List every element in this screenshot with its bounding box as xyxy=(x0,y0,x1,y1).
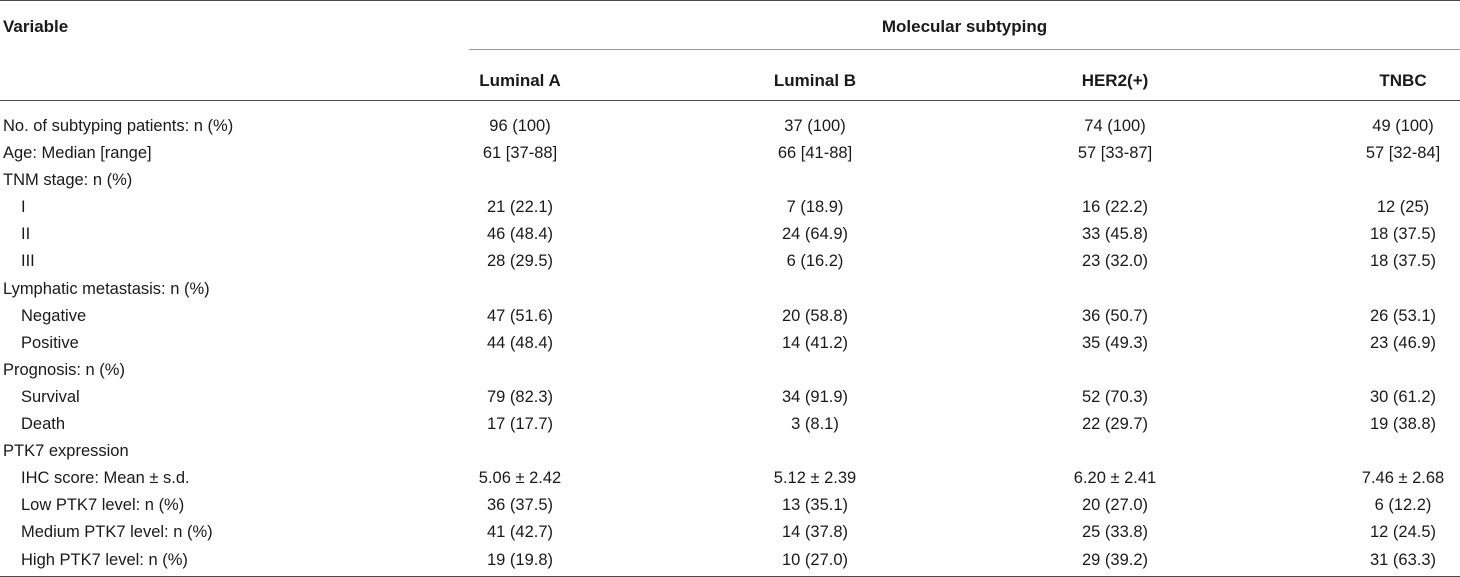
table-row: Death 17 (17.7) 3 (8.1) 22 (29.7) 19 (38.8) xyxy=(0,411,1460,438)
table-row: III 28 (29.5) 6 (16.2) 23 (32.0) 18 (37.5) xyxy=(0,248,1460,275)
row-label: III xyxy=(21,252,35,271)
cell-her2: 29 (39.2) xyxy=(1081,550,1149,569)
row-label: Negative xyxy=(21,306,87,325)
row-label: High PTK7 level: n (%) xyxy=(21,550,188,569)
row-label: Age: Median [range] xyxy=(3,144,152,163)
cell-luminal-a: 61 [37-88] xyxy=(482,144,558,163)
column-header-her2: HER2(+) xyxy=(1081,71,1149,90)
table-row: No. of subtyping patients: n (%) 96 (100)… xyxy=(0,113,1460,140)
cell-luminal-b: 5.12 ± 2.39 xyxy=(773,469,857,488)
table-row: High PTK7 level: n (%) 19 (19.8) 10 (27.0)… xyxy=(0,547,1460,574)
cell-tnbc: 49 (100) xyxy=(1372,117,1434,135)
cell-luminal-b: 6 (16.2) xyxy=(786,252,844,271)
row-label: No. of subtyping patients: n (%) xyxy=(3,117,234,135)
cell-luminal-a: 79 (82.3) xyxy=(486,387,554,406)
table-row: II 46 (48.4) 24 (64.9) 33 (45.8) 18 (37.5) xyxy=(0,221,1460,248)
cell-tnbc: 31 (63.3) xyxy=(1369,550,1437,569)
table-row: Negative 47 (51.6) 20 (58.8) 36 (50.7) 26 (5… xyxy=(0,303,1460,330)
table-row: Prognosis: n (%) xyxy=(0,357,1460,384)
cell-her2: 20 (27.0) xyxy=(1081,496,1149,515)
cell-her2: 25 (33.8) xyxy=(1081,523,1149,542)
header-bottom-rule xyxy=(0,100,1460,101)
cell-tnbc: 18 (37.5) xyxy=(1369,225,1437,244)
table-row: IHC score: Mean ± s.d. 5.06 ± 2.42 5.12 ± … xyxy=(0,465,1460,492)
cell-luminal-a: 96 (100) xyxy=(489,117,551,135)
cell-luminal-a: 36 (37.5) xyxy=(486,496,554,515)
cell-luminal-a: 28 (29.5) xyxy=(486,252,554,271)
table-row: Positive 44 (48.4) 14 (41.2) 35 (49.3) 23 (4… xyxy=(0,330,1460,357)
cell-her2: 35 (49.3) xyxy=(1081,333,1149,352)
cell-luminal-b: 14 (41.2) xyxy=(781,333,849,352)
cell-tnbc: 23 (46.9) xyxy=(1369,333,1437,352)
table-row: PTK7 expression xyxy=(0,438,1460,465)
table-row: Lymphatic metastasis: n (%) xyxy=(0,276,1460,303)
cell-her2: 6.20 ± 2.41 xyxy=(1073,469,1157,488)
cell-her2: 57 [33-87] xyxy=(1077,144,1153,163)
table-body: No. of subtyping patients: n (%) 96 (100)… xyxy=(0,113,1460,574)
cell-luminal-b: 24 (64.9) xyxy=(781,225,849,244)
cell-luminal-b: 34 (91.9) xyxy=(781,387,849,406)
molecular-subtyping-group-header: Molecular subtyping xyxy=(881,17,1048,36)
cell-luminal-b: 37 (100) xyxy=(784,117,846,135)
cell-tnbc: 19 (38.8) xyxy=(1369,415,1437,434)
row-label: I xyxy=(21,198,26,217)
cell-luminal-b: 3 (8.1) xyxy=(791,415,839,434)
table-row: TNM stage: n (%) xyxy=(0,167,1460,194)
row-label: Survival xyxy=(21,387,80,406)
cell-luminal-a: 47 (51.6) xyxy=(486,306,554,325)
cell-luminal-a: 44 (48.4) xyxy=(486,333,554,352)
cell-tnbc: 12 (25) xyxy=(1376,198,1430,217)
cell-tnbc: 12 (24.5) xyxy=(1369,523,1437,542)
cell-tnbc: 26 (53.1) xyxy=(1369,306,1437,325)
group-header-rule xyxy=(469,49,1460,50)
cell-her2: 23 (32.0) xyxy=(1081,252,1149,271)
row-label: IHC score: Mean ± s.d. xyxy=(21,469,190,488)
table-row: I 21 (22.1) 7 (18.9) 16 (22.2) 12 (25) xyxy=(0,194,1460,221)
column-header-tnbc: TNBC xyxy=(1379,71,1427,90)
cell-tnbc: 18 (37.5) xyxy=(1369,252,1437,271)
table-row: Medium PTK7 level: n (%) 41 (42.7) 14 (37.… xyxy=(0,519,1460,546)
cell-her2: 22 (29.7) xyxy=(1081,415,1149,434)
cell-tnbc: 6 (12.2) xyxy=(1374,496,1432,515)
column-header-luminal-a: Luminal A xyxy=(479,71,561,90)
cell-luminal-b: 10 (27.0) xyxy=(781,550,849,569)
column-header-luminal-b: Luminal B xyxy=(773,71,857,90)
cell-luminal-a: 46 (48.4) xyxy=(486,225,554,244)
row-label: II xyxy=(21,225,31,244)
table-row: Survival 79 (82.3) 34 (91.9) 52 (70.3) 30 (6… xyxy=(0,384,1460,411)
row-label: Death xyxy=(21,415,66,434)
cell-luminal-a: 41 (42.7) xyxy=(486,523,554,542)
cell-tnbc: 7.46 ± 2.68 xyxy=(1361,469,1445,488)
cell-her2: 36 (50.7) xyxy=(1081,306,1149,325)
cell-luminal-a: 17 (17.7) xyxy=(486,415,554,434)
cell-her2: 16 (22.2) xyxy=(1081,198,1149,217)
cell-tnbc: 57 [32-84] xyxy=(1365,144,1441,163)
cell-her2: 33 (45.8) xyxy=(1081,225,1149,244)
cell-luminal-b: 66 [41-88] xyxy=(777,144,853,163)
cell-luminal-b: 13 (35.1) xyxy=(781,496,849,515)
cell-luminal-b: 7 (18.9) xyxy=(786,198,844,217)
row-label: Low PTK7 level: n (%) xyxy=(21,496,185,515)
table-top-rule xyxy=(0,0,1460,1)
cell-luminal-a: 21 (22.1) xyxy=(486,198,554,217)
row-label: TNM stage: n (%) xyxy=(3,171,133,190)
row-label: Positive xyxy=(21,333,79,352)
cell-her2: 52 (70.3) xyxy=(1081,387,1149,406)
cell-tnbc: 30 (61.2) xyxy=(1369,387,1437,406)
cell-her2: 74 (100) xyxy=(1084,117,1146,135)
row-label: Lymphatic metastasis: n (%) xyxy=(3,279,210,298)
variable-column-header: Variable xyxy=(3,17,69,36)
cell-luminal-b: 20 (58.8) xyxy=(781,306,849,325)
cell-luminal-b: 14 (37.8) xyxy=(781,523,849,542)
row-label: PTK7 expression xyxy=(3,442,129,461)
cell-luminal-a: 19 (19.8) xyxy=(486,550,554,569)
table-row: Low PTK7 level: n (%) 36 (37.5) 13 (35.1) 2… xyxy=(0,492,1460,519)
row-label: Prognosis: n (%) xyxy=(3,360,125,379)
table-row: Age: Median [range] 61 [37-88] 66 [41-88] 5… xyxy=(0,140,1460,167)
row-label: Medium PTK7 level: n (%) xyxy=(21,523,213,542)
cell-luminal-a: 5.06 ± 2.42 xyxy=(478,469,562,488)
